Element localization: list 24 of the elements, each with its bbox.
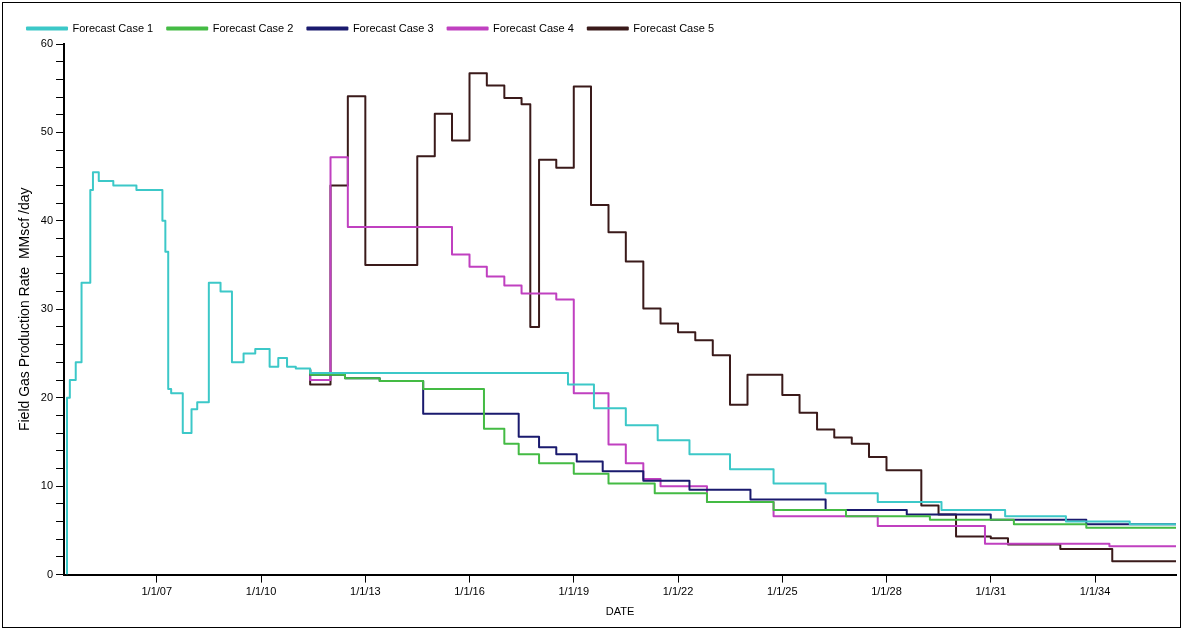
y-tick-label: 20 [40,390,54,403]
x-tick-label: 1/1/22 [662,585,694,598]
x-tick-label: 1/1/31 [975,585,1007,598]
x-axis-title: DATE [605,605,635,618]
legend-label: Forecast Case 1 [72,21,154,34]
x-tick-label: 1/1/19 [558,585,590,598]
legend-label: Forecast Case 4 [493,21,574,34]
legend-label: Forecast Case 2 [212,21,294,34]
y-axis-title: Field Gas Production Rate MMscf /day [16,187,33,432]
x-tick-label: 1/1/13 [350,585,381,598]
x-tick-label: 1/1/07 [141,585,173,598]
y-tick-label: 50 [40,125,54,138]
y-tick-label: 0 [46,567,54,580]
y-tick-label: 10 [40,479,54,492]
legend-label: Forecast Case 5 [633,21,715,34]
x-tick-label: 1/1/34 [1079,585,1111,598]
legend-label: Forecast Case 3 [352,21,434,34]
y-tick-label: 60 [40,37,54,50]
x-tick-label: 1/1/25 [767,585,798,598]
x-tick-label: 1/1/28 [871,585,902,598]
y-tick-label: 30 [40,302,54,315]
y-tick-label: 40 [40,213,54,226]
x-tick-label: 1/1/16 [454,585,485,598]
x-tick-label: 1/1/10 [245,585,277,598]
